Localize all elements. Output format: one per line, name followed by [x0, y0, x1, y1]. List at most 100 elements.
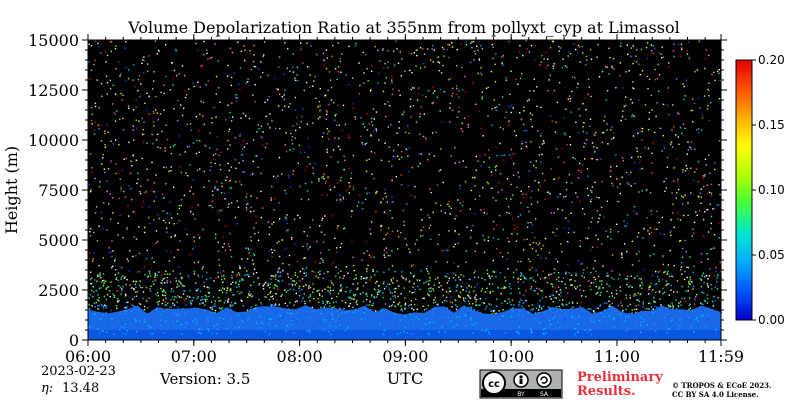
noise-pixel: [593, 134, 595, 136]
noise-pixel: [387, 126, 389, 128]
noise-pixel-lower: [104, 280, 107, 283]
noise-pixel: [179, 240, 181, 242]
noise-pixel-lower: [571, 302, 574, 304]
noise-pixel-lower: [537, 293, 539, 295]
noise-pixel: [176, 213, 179, 215]
surface-pixel: [232, 304, 234, 306]
noise-pixel-lower: [638, 277, 640, 280]
noise-pixel-lower: [97, 275, 99, 277]
surface-pixel: [498, 314, 500, 316]
noise-pixel: [474, 50, 476, 53]
noise-pixel: [207, 58, 209, 60]
noise-pixel: [668, 66, 670, 68]
surface-pixel: [491, 310, 493, 312]
noise-pixel: [651, 162, 653, 164]
noise-pixel: [370, 233, 372, 235]
noise-pixel: [220, 209, 222, 211]
noise-pixel: [662, 56, 665, 58]
noise-pixel: [389, 210, 391, 212]
surface-pixel: [543, 330, 545, 332]
noise-pixel: [454, 162, 456, 164]
surface-pixel: [242, 321, 244, 323]
noise-pixel: [397, 144, 399, 146]
noise-pixel-lower: [231, 274, 233, 277]
noise-pixel-lower: [354, 293, 357, 296]
noise-pixel: [440, 148, 442, 150]
surface-pixel: [495, 305, 498, 307]
noise-pixel: [572, 156, 574, 159]
noise-pixel-lower: [481, 277, 483, 279]
noise-pixel: [637, 156, 639, 158]
surface-pixel: [702, 314, 704, 317]
surface-pixel: [693, 331, 695, 333]
noise-pixel: [557, 286, 560, 289]
noise-pixel: [398, 158, 400, 161]
noise-pixel: [507, 267, 509, 270]
surface-pixel: [105, 311, 107, 314]
surface-pixel: [669, 304, 671, 307]
noise-pixel: [377, 82, 379, 84]
noise-pixel-lower: [568, 302, 570, 304]
noise-pixel: [416, 239, 418, 241]
surface-pixel: [577, 323, 579, 325]
version-label: Version: 3.5: [159, 370, 250, 388]
noise-pixel: [157, 49, 160, 51]
noise-pixel-lower: [488, 275, 491, 277]
noise-pixel: [238, 265, 241, 267]
surface-pixel: [518, 314, 520, 316]
noise-pixel: [318, 178, 320, 180]
noise-pixel: [199, 140, 201, 142]
noise-pixel: [182, 290, 184, 292]
noise-pixel: [605, 99, 608, 101]
noise-pixel: [355, 277, 357, 279]
surface-pixel: [544, 327, 546, 330]
noise-pixel: [523, 129, 526, 132]
noise-pixel: [372, 268, 374, 271]
noise-pixel-lower: [382, 308, 384, 310]
noise-pixel: [203, 170, 206, 173]
surface-pixel: [261, 322, 263, 325]
noise-pixel: [631, 264, 634, 266]
noise-pixel: [223, 243, 226, 245]
noise-pixel: [549, 273, 551, 276]
noise-pixel-lower: [374, 274, 376, 276]
noise-pixel: [501, 56, 503, 58]
noise-pixel-lower: [635, 299, 638, 301]
noise-pixel: [112, 143, 114, 145]
noise-pixel-lower: [597, 275, 600, 278]
noise-pixel-lower: [88, 297, 90, 299]
surface-pixel: [159, 319, 162, 321]
surface-pixel: [542, 317, 544, 319]
noise-pixel: [416, 99, 419, 101]
noise-pixel: [400, 150, 403, 153]
noise-pixel: [544, 179, 546, 182]
noise-pixel: [713, 234, 716, 236]
noise-pixel: [116, 290, 118, 292]
surface-pixel: [254, 307, 257, 310]
noise-pixel-lower: [629, 294, 631, 297]
noise-pixel-lower: [505, 286, 507, 289]
noise-pixel: [178, 135, 180, 137]
surface-pixel: [585, 313, 588, 316]
noise-pixel: [601, 243, 603, 245]
noise-pixel: [432, 61, 434, 63]
noise-pixel: [153, 125, 155, 127]
noise-pixel: [558, 46, 560, 48]
noise-pixel: [410, 52, 413, 55]
noise-pixel: [230, 187, 233, 189]
noise-pixel: [704, 67, 706, 70]
surface-pixel: [296, 311, 298, 314]
noise-pixel: [286, 214, 288, 216]
noise-pixel: [483, 208, 485, 210]
noise-pixel-lower: [250, 293, 252, 295]
noise-pixel: [478, 110, 481, 112]
noise-pixel: [595, 234, 597, 237]
noise-pixel-lower: [456, 284, 459, 287]
noise-pixel-lower: [294, 274, 297, 276]
noise-pixel: [303, 257, 305, 259]
noise-pixel: [542, 172, 544, 175]
surface-pixel: [528, 311, 530, 314]
noise-pixel: [124, 47, 126, 49]
noise-pixel: [703, 185, 705, 188]
surface-pixel: [455, 324, 458, 326]
